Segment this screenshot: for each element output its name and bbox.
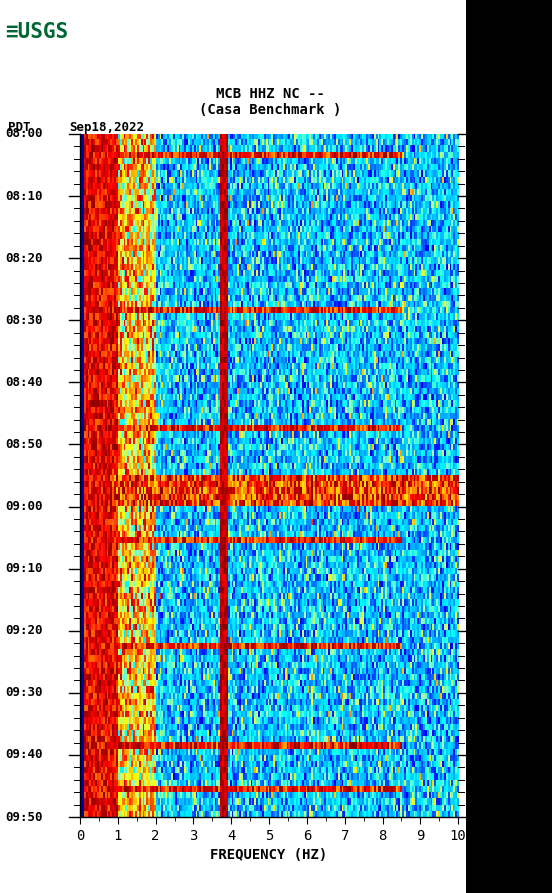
Text: 15:30: 15:30 — [466, 313, 504, 327]
Text: MCB HHZ NC --: MCB HHZ NC -- — [216, 87, 325, 101]
Text: 08:30: 08:30 — [6, 313, 43, 327]
Text: 15:40: 15:40 — [466, 376, 504, 388]
Text: 16:50: 16:50 — [466, 811, 504, 823]
Text: 16:00: 16:00 — [466, 500, 504, 513]
Text: 16:30: 16:30 — [466, 687, 504, 699]
Text: 09:30: 09:30 — [6, 687, 43, 699]
Text: 09:00: 09:00 — [6, 500, 43, 513]
Text: 15:10: 15:10 — [466, 189, 504, 203]
Text: 08:00: 08:00 — [6, 128, 43, 140]
Text: 09:40: 09:40 — [6, 748, 43, 762]
Text: 08:50: 08:50 — [6, 438, 43, 451]
Text: 08:10: 08:10 — [6, 189, 43, 203]
Text: 16:10: 16:10 — [466, 563, 504, 575]
Text: 15:50: 15:50 — [466, 438, 504, 451]
Text: 09:10: 09:10 — [6, 563, 43, 575]
Text: 16:40: 16:40 — [466, 748, 504, 762]
Text: 09:50: 09:50 — [6, 811, 43, 823]
Text: Sep18,2022: Sep18,2022 — [69, 121, 144, 134]
Text: ≡USGS: ≡USGS — [6, 22, 68, 42]
Text: UTC: UTC — [466, 121, 489, 134]
Text: 15:00: 15:00 — [466, 128, 504, 140]
Text: 08:40: 08:40 — [6, 376, 43, 388]
Text: (Casa Benchmark ): (Casa Benchmark ) — [199, 103, 342, 117]
Text: 08:20: 08:20 — [6, 252, 43, 264]
Text: 09:20: 09:20 — [6, 624, 43, 638]
Text: PDT: PDT — [8, 121, 31, 134]
X-axis label: FREQUENCY (HZ): FREQUENCY (HZ) — [210, 848, 328, 863]
Text: 16:20: 16:20 — [466, 624, 504, 638]
Text: 15:20: 15:20 — [466, 252, 504, 264]
